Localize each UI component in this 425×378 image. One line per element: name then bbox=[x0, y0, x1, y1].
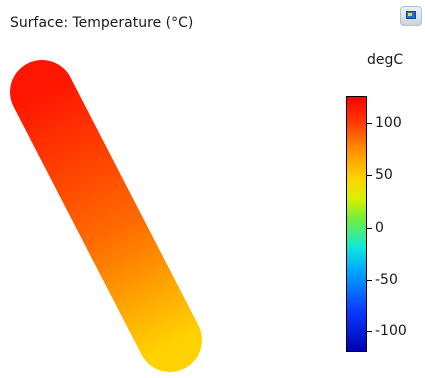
colorbar-tick-label: 100 bbox=[375, 115, 402, 131]
colorbar-tick bbox=[367, 331, 372, 332]
colorbar-tick-label: 50 bbox=[375, 167, 393, 183]
colorbar-tick-label: -50 bbox=[375, 272, 398, 288]
colorbar bbox=[346, 96, 367, 352]
plot-title: Surface: Temperature (°C) bbox=[10, 15, 194, 31]
colorbar-tick bbox=[367, 280, 372, 281]
colorbar-unit: degC bbox=[367, 52, 404, 68]
image-glyph bbox=[406, 11, 416, 19]
image-icon[interactable] bbox=[400, 6, 422, 26]
colorbar-tick bbox=[367, 228, 372, 229]
colorbar-tick-label: 0 bbox=[375, 220, 384, 236]
rod-surface bbox=[10, 60, 202, 372]
colorbar-tick-label: -100 bbox=[375, 323, 407, 339]
colorbar-tick bbox=[367, 175, 372, 176]
colorbar-tick bbox=[367, 123, 372, 124]
